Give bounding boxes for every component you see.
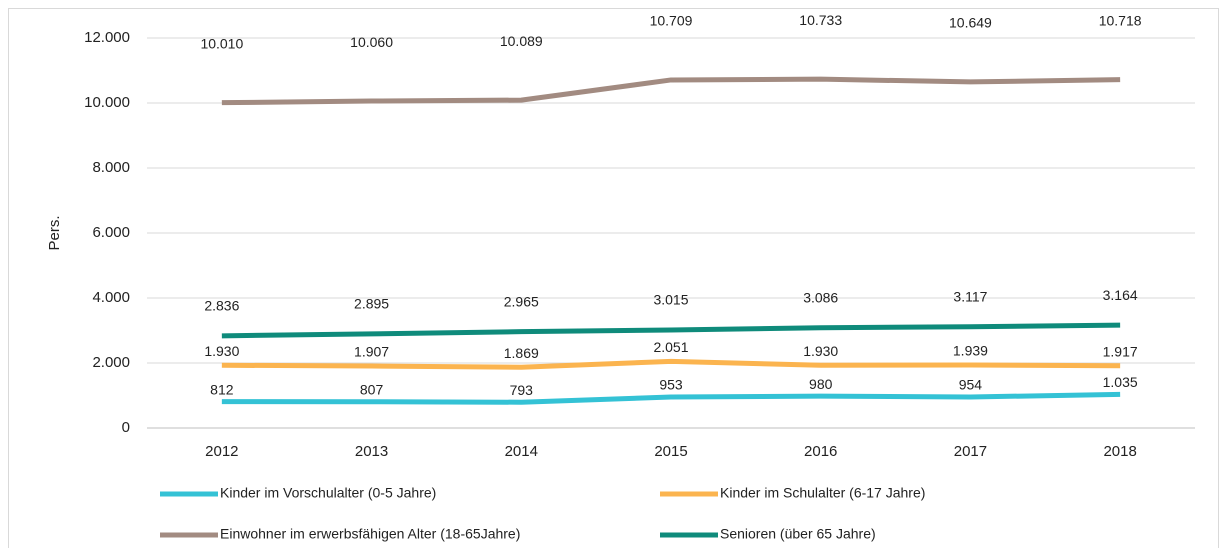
data-label: 3.086 [803,289,838,305]
x-tick-label: 2016 [804,443,837,460]
x-tick-label: 2013 [355,443,388,460]
data-label: 10.649 [949,15,992,31]
data-label: 2.051 [653,339,688,355]
series-line [221,358,1121,370]
x-tick-label: 2014 [505,443,538,460]
legend-label: Kinder im Vorschulalter (0-5 Jahre) [220,485,436,501]
y-tick-label: 2.000 [92,354,130,371]
x-tick-label: 2015 [654,443,687,460]
y-tick-label: 8.000 [92,159,130,176]
x-tick-label: 2012 [205,443,238,460]
data-label: 3.015 [653,292,688,308]
data-label: 980 [809,376,833,392]
data-label: 10.709 [650,13,693,29]
data-label: 953 [659,377,683,393]
data-label: 2.965 [504,293,539,309]
data-label: 10.089 [500,33,543,49]
data-label: 2.836 [204,298,239,314]
y-tick-label: 6.000 [92,224,130,241]
legend-label: Kinder im Schulalter (6-17 Jahre) [720,485,925,501]
y-tick-label: 0 [122,419,130,436]
y-axis-title: Pers. [46,215,63,250]
y-tick-label: 12.000 [84,29,130,46]
data-label: 3.117 [953,288,987,304]
data-label: 954 [959,377,983,393]
data-label: 1.869 [504,345,539,361]
y-tick-label: 10.000 [84,94,130,111]
data-label: 3.164 [1103,287,1138,303]
data-label: 1.930 [204,343,239,359]
data-label: 2.895 [354,296,389,312]
data-label: 1.939 [953,343,988,359]
legend-label: Senioren (über 65 Jahre) [720,526,876,542]
data-label: 807 [360,381,384,397]
x-tick-label: 2018 [1103,443,1136,460]
series-line [221,322,1121,339]
data-label: 1.907 [354,344,389,360]
data-label: 10.060 [350,34,393,50]
data-label: 1.917 [1103,343,1138,359]
legend-label: Einwohner im erwerbsfähigen Alter (18-65… [220,526,520,542]
data-label: 793 [510,382,534,398]
data-label: 10.733 [799,12,842,28]
data-label: 10.718 [1099,12,1142,28]
series-line [221,76,1121,106]
data-label: 10.010 [200,35,243,51]
series-line [221,391,1121,405]
data-label: 1.930 [803,343,838,359]
chart-frame [8,8,1219,548]
data-label: 1.035 [1103,374,1138,390]
y-tick-label: 4.000 [92,289,130,306]
data-label: 812 [210,381,234,397]
x-tick-label: 2017 [954,443,987,460]
